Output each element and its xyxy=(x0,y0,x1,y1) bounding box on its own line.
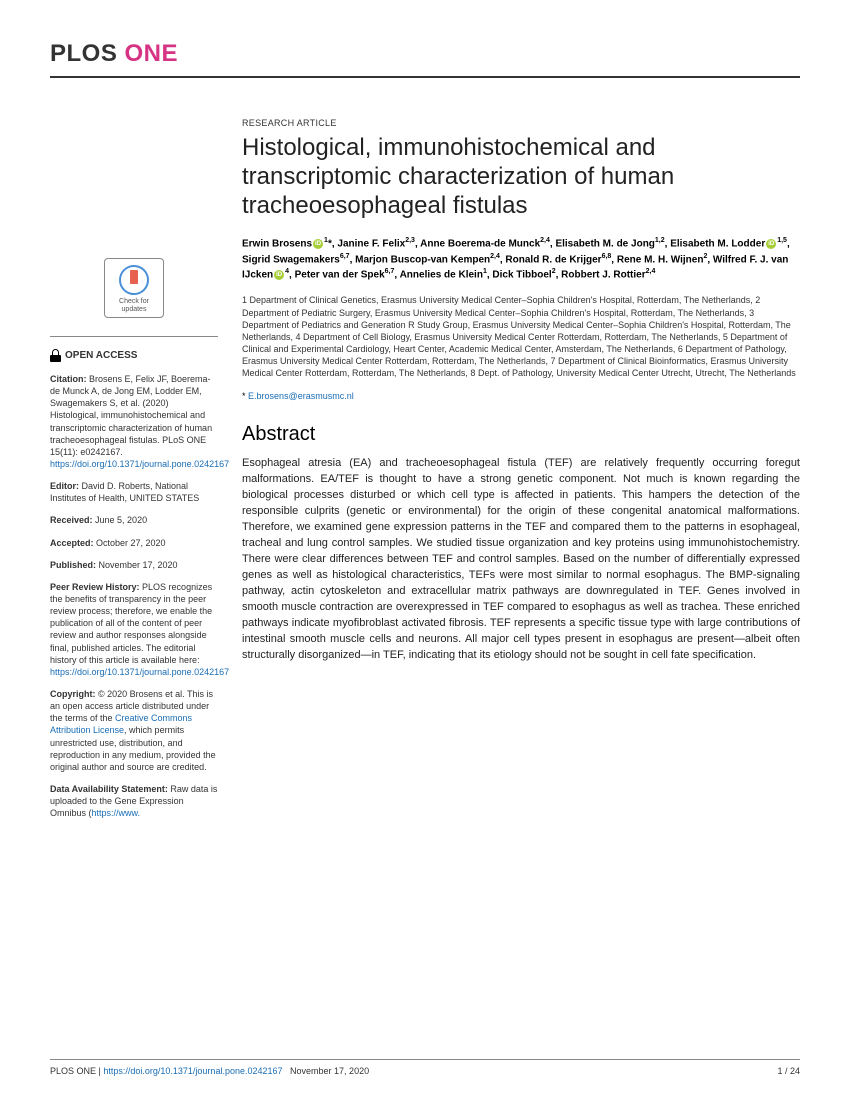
copyright-label: Copyright: xyxy=(50,689,96,699)
peer-text: PLOS recognizes the benefits of transpar… xyxy=(50,582,212,665)
check-updates-label: Check for updates xyxy=(109,298,159,313)
main-content: RESEARCH ARTICLE Histological, immunohis… xyxy=(242,118,800,829)
received-label: Received: xyxy=(50,515,93,525)
peer-label: Peer Review History: xyxy=(50,582,140,592)
header-rule xyxy=(50,76,800,78)
peer-link[interactable]: https://doi.org/10.1371/journal.pone.024… xyxy=(50,667,229,677)
accepted-label: Accepted: xyxy=(50,538,94,548)
citation-block: Citation: Brosens E, Felix JF, Boerema-d… xyxy=(50,373,218,470)
received-text: June 5, 2020 xyxy=(93,515,148,525)
copyright-block: Copyright: © 2020 Brosens et al. This is… xyxy=(50,688,218,773)
citation-text: Brosens E, Felix JF, Boerema-de Munck A,… xyxy=(50,374,212,457)
corr-email-link[interactable]: E.brosens@erasmusmc.nl xyxy=(248,391,354,401)
published-label: Published: xyxy=(50,560,96,570)
peer-review-block: Peer Review History: PLOS recognizes the… xyxy=(50,581,218,678)
corresponding-author: * E.brosens@erasmusmc.nl xyxy=(242,391,800,401)
sidebar: Check for updates OPEN ACCESS Citation: … xyxy=(50,118,218,829)
footer-page: 1 / 24 xyxy=(777,1066,800,1076)
open-access-heading: OPEN ACCESS xyxy=(50,349,218,363)
data-link[interactable]: https://www. xyxy=(92,808,141,818)
published-block: Published: November 17, 2020 xyxy=(50,559,218,571)
orcid-icon xyxy=(766,239,776,249)
journal-brand: PLOS ONE xyxy=(50,40,800,68)
citation-doi-link[interactable]: https://doi.org/10.1371/journal.pone.024… xyxy=(50,459,229,469)
editor-block: Editor: David D. Roberts, National Insti… xyxy=(50,480,218,504)
received-block: Received: June 5, 2020 xyxy=(50,514,218,526)
orcid-icon xyxy=(274,270,284,280)
brand-plos: PLOS xyxy=(50,40,117,67)
abstract-text: Esophageal atresia (EA) and tracheoesoph… xyxy=(242,456,800,663)
accepted-text: October 27, 2020 xyxy=(94,538,166,548)
abstract-heading: Abstract xyxy=(242,423,800,446)
corr-symbol: * xyxy=(242,391,246,401)
footer-date: November 17, 2020 xyxy=(290,1066,369,1076)
data-label: Data Availability Statement: xyxy=(50,784,168,794)
editor-label: Editor: xyxy=(50,481,79,491)
citation-label: Citation: xyxy=(50,374,87,384)
affiliations: 1 Department of Clinical Genetics, Erasm… xyxy=(242,294,800,379)
accepted-block: Accepted: October 27, 2020 xyxy=(50,537,218,549)
lock-icon xyxy=(50,349,61,362)
page-footer: PLOS ONE | https://doi.org/10.1371/journ… xyxy=(50,1059,800,1076)
footer-doi-link[interactable]: https://doi.org/10.1371/journal.pone.024… xyxy=(103,1066,282,1076)
check-updates-badge[interactable]: Check for updates xyxy=(104,258,164,318)
author-list: Erwin Brosens1*, Janine F. Felix2,3, Ann… xyxy=(242,236,800,282)
published-text: November 17, 2020 xyxy=(96,560,178,570)
orcid-icon xyxy=(313,239,323,249)
footer-left: PLOS ONE | https://doi.org/10.1371/journ… xyxy=(50,1066,369,1076)
article-type: RESEARCH ARTICLE xyxy=(242,118,800,128)
footer-journal: PLOS ONE | xyxy=(50,1066,103,1076)
brand-one: ONE xyxy=(125,40,179,67)
article-title: Histological, immunohistochemical and tr… xyxy=(242,134,800,220)
data-availability-block: Data Availability Statement: Raw data is… xyxy=(50,783,218,819)
check-updates-icon xyxy=(119,265,149,295)
